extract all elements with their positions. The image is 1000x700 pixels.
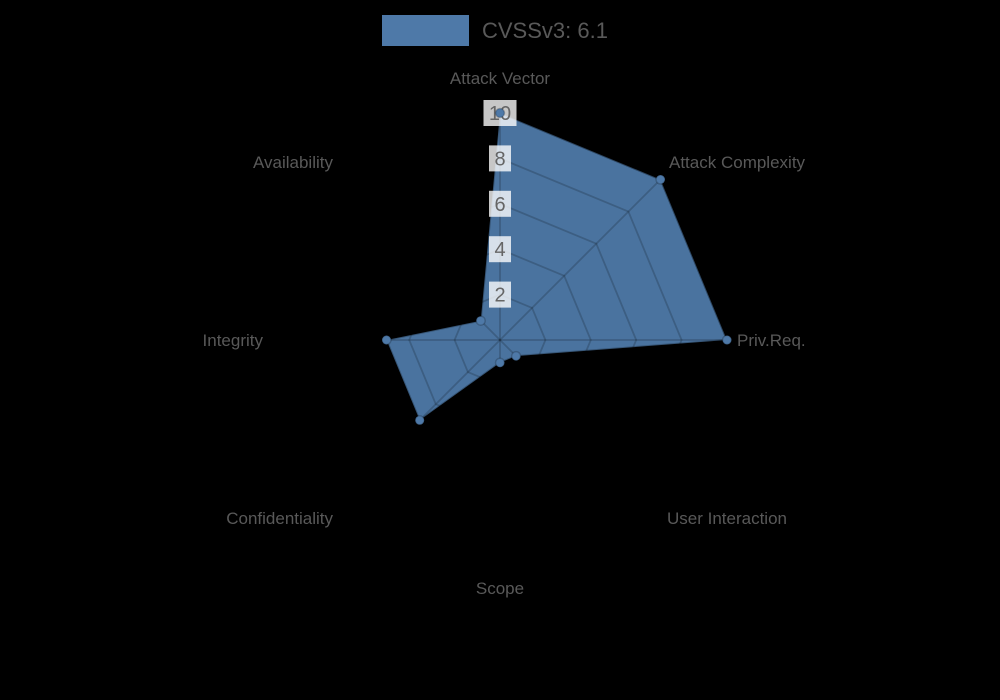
axis-line-attack-complexity: [499, 178, 662, 341]
axis-line-user-interaction: [499, 339, 662, 502]
axis-label-integrity: Integrity: [203, 331, 264, 350]
data-point-integrity: [381, 334, 392, 346]
data-point-priv-req: [721, 334, 733, 346]
axis-label-confidentiality: Confidentiality: [226, 509, 333, 528]
grid-ring-8: [317, 157, 683, 523]
axis-label-scope: Scope: [476, 579, 524, 598]
tick-label-6: 6: [494, 194, 505, 216]
legend-item[interactable]: CVSSv3: 6.1: [382, 15, 608, 46]
legend-swatch: [382, 15, 469, 46]
axis-label-attack-vector: Attack Vector: [450, 69, 550, 88]
grid-ring-10: [272, 112, 728, 568]
tick-label-8: 8: [494, 148, 505, 170]
data-point-attack-complexity: [655, 174, 666, 185]
grid-ring-6: [362, 202, 638, 478]
axis-line-availability: [338, 178, 501, 341]
axis-label-user-interaction: User Interaction: [667, 509, 787, 528]
axis-label-priv-req: Priv.Req.: [737, 331, 806, 350]
axis-label-attack-complexity: Attack Complexity: [669, 153, 806, 172]
tick-backdrop-2: [489, 281, 511, 308]
tick-backdrop-6: [489, 190, 511, 217]
data-point-scope: [494, 357, 506, 368]
tick-backdrop-8: [489, 145, 511, 172]
data-point-availability: [475, 315, 486, 326]
data-point-user-interaction: [510, 350, 522, 362]
axis-label-availability: Availability: [253, 153, 334, 172]
data-point-confidentiality: [414, 415, 425, 426]
tick-label-2: 2: [494, 285, 505, 307]
grid-ring-2: [453, 293, 547, 387]
tick-label-4: 4: [494, 239, 505, 261]
legend-label: CVSSv3: 6.1: [482, 17, 608, 43]
data-point-attack-vector: [494, 107, 506, 119]
grid-ring-4: [408, 248, 592, 432]
tick-backdrop-4: [489, 236, 511, 263]
